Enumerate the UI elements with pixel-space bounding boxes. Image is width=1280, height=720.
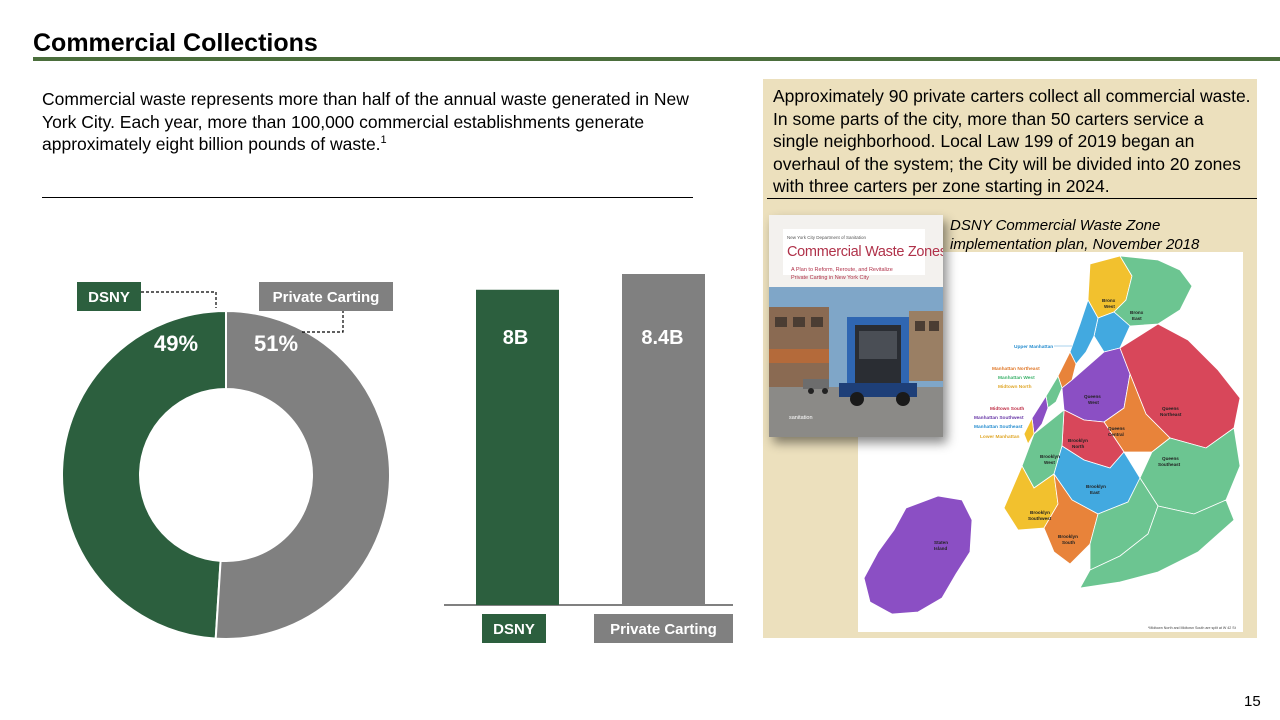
map-label-bronx-west-2: West [1104,304,1115,309]
footnote-marker: 1 [380,134,387,147]
map-label-lower-manhattan: Lower Manhattan [980,434,1020,440]
page-title: Commercial Collections [33,29,318,57]
cover-department: New York City Department of Sanitation [787,235,867,240]
bar-category-box-private-carting [594,614,733,643]
map-zone-staten-island [863,495,973,615]
map-label-midtown-north: Midtown North [998,384,1032,390]
report-cover-image: New York City Department of Sanitation C… [769,215,943,437]
map-label-queens-southeast-2: Southeast [1158,462,1181,467]
bar-category-box-dsny [482,614,546,643]
map-label-brooklyn-east-2: East [1090,490,1100,495]
cover-subtitle-line1: A Plan to Reform, Reroute, and Revitaliz… [791,267,893,273]
map-label-bronx-east: Bronx [1130,310,1144,315]
callout-line-private [302,310,344,333]
info-panel-divider [767,198,1257,199]
map-label-queens-northeast-2: Northeast [1160,412,1182,417]
donut-slice-dsny [61,309,227,640]
intro-divider [42,197,693,198]
map-label-manhattan-southeast: Manhattan Southeast [974,424,1023,430]
map-caption: DSNY Commercial Waste Zone implementatio… [950,217,1200,253]
charts-area: 49% 51% DSNY Private Carting 8B 8.4B DSNY Priv… [61,274,733,643]
donut-legend-label: Private Carting [273,289,380,306]
map-label-queens-west-2: West [1088,400,1099,405]
map-zone-brooklyn-south [1043,473,1099,565]
map-zone-lower-manhattan [1023,416,1035,445]
map-label-brooklyn-southwest-2: Southwest [1028,516,1052,521]
map-zone-upper-manhattan [1069,299,1099,365]
bar-chart: 8B 8.4B DSNY Private Carting [444,274,733,643]
callout-line-dsny [141,291,217,308]
map-label-queens-central-2: Central [1108,432,1124,437]
map-zone-midtown [1045,375,1063,409]
map-label-brooklyn-south-2: South [1062,540,1075,545]
cover-header: New York City Department of Sanitation C… [783,229,943,275]
map-zone-manhattan-south [1031,394,1049,435]
donut-legend-box-private-carting [259,282,393,311]
cover-logo: sanitation [789,415,813,421]
bar-value-label: 8.4B [641,327,683,349]
map-label-bronx-west: Bronx [1102,298,1116,303]
info-panel-text: Approximately 90 private carters collect… [773,86,1251,196]
map-label-bronx-east-2: East [1132,316,1142,321]
donut-percent-label: 51% [254,331,298,356]
map-label-brooklyn-east: Brooklyn [1086,484,1106,489]
map-zone-queens-south [1079,499,1235,589]
donut-slice-private-carting [214,309,391,640]
bar-category-label: DSNY [493,621,535,638]
bar-category-label: Private Carting [610,621,717,638]
cover-subtitle-line2: Private Carting in New York City [791,275,869,281]
title-rule [33,57,1280,61]
garbage-truck-photo [769,287,943,437]
intro-paragraph: Commercial waste represents more than ha… [42,88,702,156]
bar-private-carting [622,274,705,605]
page-number: 15 [1244,693,1261,710]
intro-text: Commercial waste represents more than ha… [42,89,689,154]
bar-dsny [476,289,559,605]
map-label-manhattan-southwest: Manhattan Southwest [974,415,1024,421]
map-label-queens-west: Queens [1084,394,1101,399]
map-label-brooklyn-west: Brooklyn [1040,454,1060,459]
map-label-queens-northeast: Queens [1162,406,1179,411]
donut-chart: 49% 51% DSNY Private Carting [61,282,393,640]
donut-percent-label: 49% [154,331,198,356]
zone-map: Bronx West Bronx East Queens West Queens… [858,252,1243,632]
map-label-brooklyn-north: Brooklyn [1068,438,1088,443]
map-label-brooklyn-west-2: West [1044,460,1055,465]
donut-legend-box-dsny [77,282,141,311]
bar-value-label: 8B [503,327,529,349]
map-note: *Midtown North and Midtown South are spl… [1148,626,1236,630]
donut-legend-label: DSNY [88,289,130,306]
map-label-staten-island-2: Island [934,546,947,551]
map-label-brooklyn-south: Brooklyn [1058,534,1078,539]
map-label-queens-central: Queens [1108,426,1125,431]
map-label-manhattan-northeast: Manhattan Northeast [992,366,1040,372]
map-label-midtown-south: Midtown South [990,406,1024,412]
map-label-upper-manhattan: Upper Manhattan [1014,344,1053,350]
map-label-staten-island: Staten [934,540,948,545]
cover-title: Commercial Waste Zones [787,244,943,260]
map-label-brooklyn-north-2: North [1072,444,1084,449]
map-label-manhattan-west: Manhattan West [998,375,1035,381]
map-label-brooklyn-southwest: Brooklyn [1030,510,1050,515]
map-label-queens-southeast: Queens [1162,456,1179,461]
